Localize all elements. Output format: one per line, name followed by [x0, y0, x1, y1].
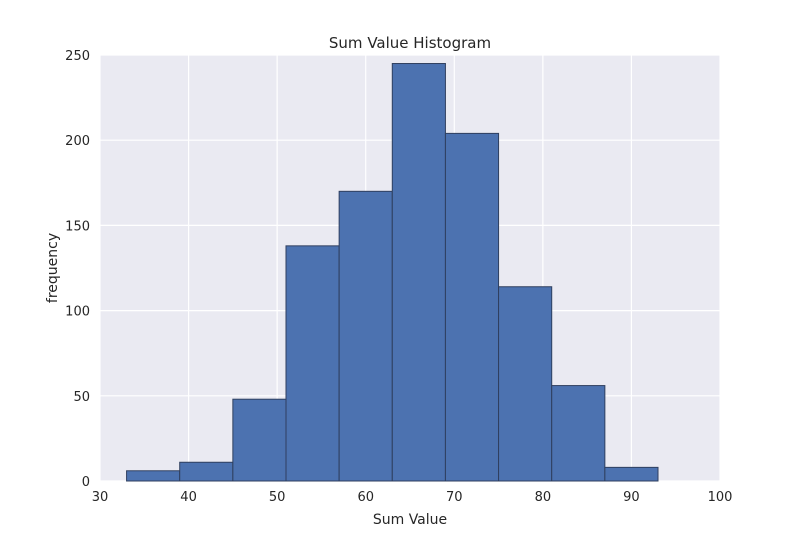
x-tick-label: 50: [269, 490, 286, 505]
chart-title: Sum Value Histogram: [329, 34, 491, 52]
y-tick-label: 100: [65, 305, 90, 320]
x-tick-label: 70: [446, 490, 463, 505]
histogram-bar: [126, 470, 181, 482]
y-axis-label: frequency: [45, 233, 61, 303]
x-axis-label: Sum Value: [373, 512, 447, 528]
histogram-bar: [498, 286, 553, 482]
histogram-bar: [232, 398, 287, 482]
x-tick-label: 30: [92, 490, 109, 505]
y-tick-label: 50: [73, 390, 90, 405]
histogram-bar: [179, 461, 234, 482]
x-tick-label: 40: [180, 490, 197, 505]
histogram-bar: [338, 190, 393, 482]
x-tick-labels: 30 40 50 60 70 80 90 100: [92, 490, 733, 505]
histogram-bar: [444, 132, 500, 482]
histogram-bars: [126, 63, 659, 482]
x-tick-label: 90: [623, 490, 640, 505]
y-tick-labels: 0 50 100 150 200 250: [65, 49, 90, 490]
x-tick-label: 60: [357, 490, 374, 505]
x-tick-label: 100: [708, 490, 733, 505]
y-tick-label: 0: [82, 475, 90, 490]
x-tick-label: 80: [535, 490, 552, 505]
histogram-bar: [551, 385, 606, 482]
histogram-bar: [604, 466, 659, 482]
y-tick-label: 250: [65, 49, 90, 64]
y-tick-label: 150: [65, 219, 90, 234]
histogram-bar: [391, 63, 446, 482]
histogram-bar: [285, 245, 340, 482]
y-tick-label: 200: [65, 134, 90, 149]
